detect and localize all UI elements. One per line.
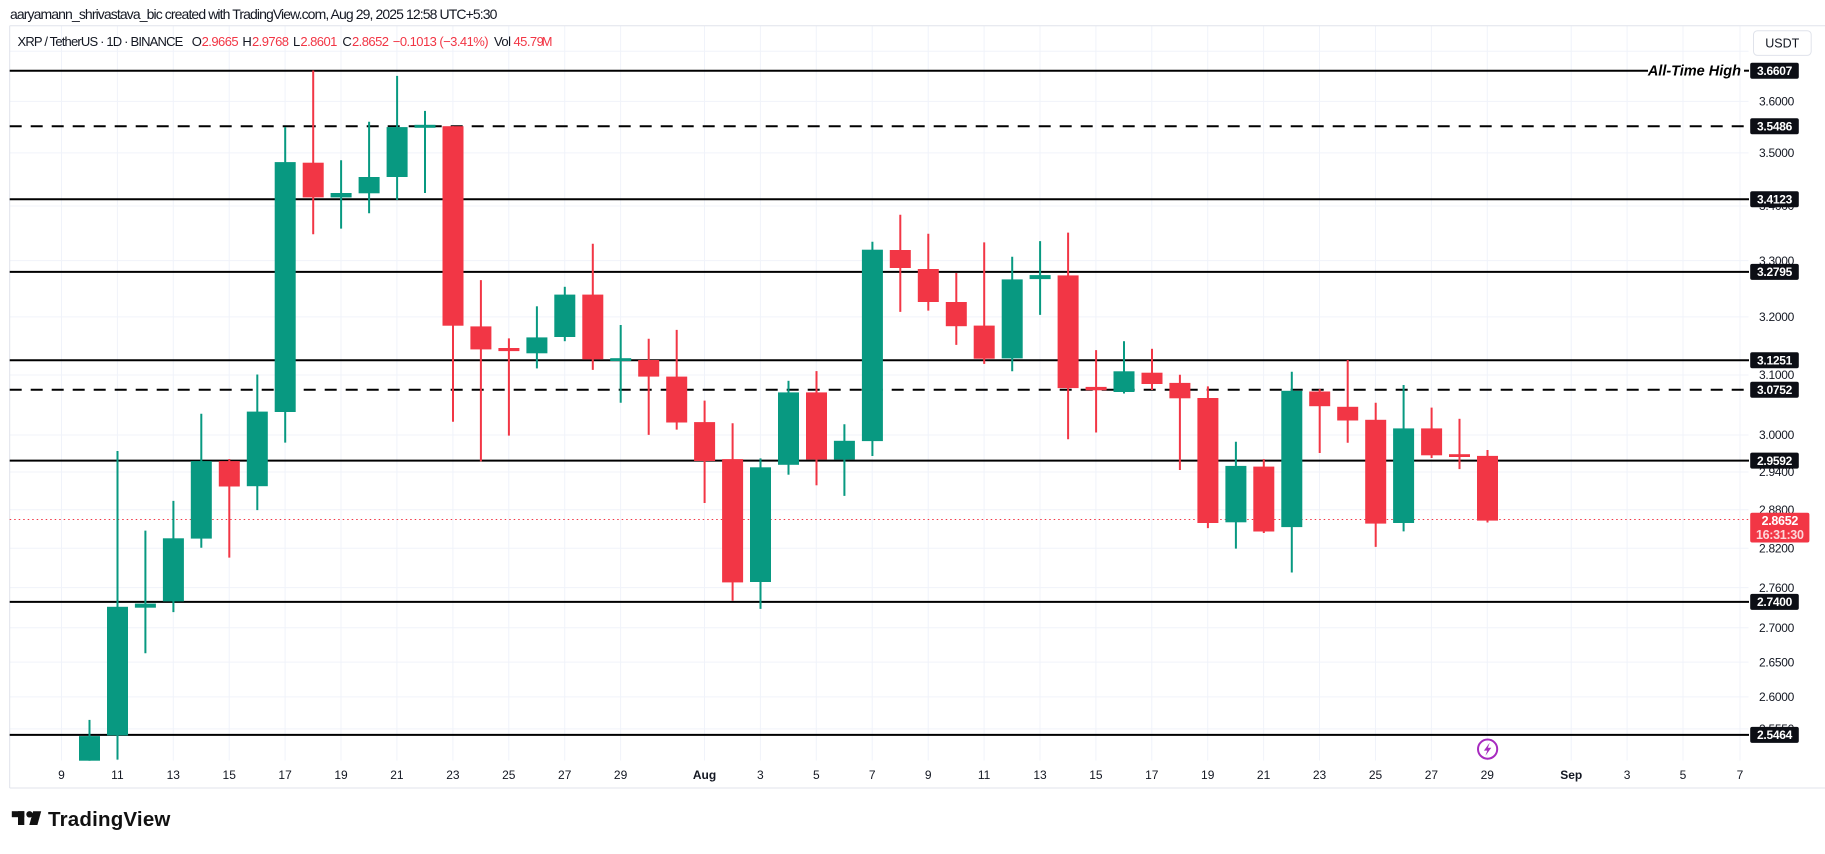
svg-text:aaryamann_shrivastava_bic crea: aaryamann_shrivastava_bic created with T… (10, 6, 498, 22)
svg-text:29: 29 (614, 768, 628, 782)
svg-text:21: 21 (390, 768, 404, 782)
svg-text:17: 17 (1145, 768, 1159, 782)
svg-text:3.5486: 3.5486 (1757, 120, 1793, 134)
svg-text:17: 17 (278, 768, 292, 782)
svg-text:USDT: USDT (1765, 36, 1799, 50)
svg-text:2.9768: 2.9768 (252, 34, 289, 49)
svg-text:7: 7 (1737, 768, 1744, 782)
svg-text:3.4123: 3.4123 (1757, 193, 1793, 207)
svg-text:13: 13 (1033, 768, 1047, 782)
svg-text:9: 9 (58, 768, 65, 782)
svg-text:11: 11 (111, 768, 124, 782)
svg-text:3.1251: 3.1251 (1757, 354, 1793, 368)
svg-text:19: 19 (334, 768, 348, 782)
svg-text:Aug: Aug (693, 768, 716, 782)
svg-text:All-Time High: All-Time High (1647, 64, 1741, 80)
svg-text:XRP / TetherUS · 1D · BINANCE: XRP / TetherUS · 1D · BINANCE (18, 34, 184, 49)
svg-text:13: 13 (167, 768, 181, 782)
svg-text:2.7000: 2.7000 (1759, 621, 1795, 635)
svg-text:5: 5 (1680, 768, 1687, 782)
svg-text:3: 3 (757, 768, 764, 782)
svg-text:TradingView: TradingView (48, 808, 171, 831)
svg-text:7: 7 (869, 768, 876, 782)
svg-text:16:31:30: 16:31:30 (1756, 528, 1804, 542)
svg-text:Vol: Vol (494, 34, 511, 49)
svg-text:2.7600: 2.7600 (1759, 581, 1795, 595)
svg-text:H: H (242, 34, 251, 49)
svg-text:2.8652: 2.8652 (1762, 514, 1799, 528)
svg-text:5: 5 (813, 768, 820, 782)
svg-text:2.6000: 2.6000 (1759, 690, 1795, 704)
svg-text:2.9665: 2.9665 (202, 34, 239, 49)
svg-text:−0.1013 (−3.41%): −0.1013 (−3.41%) (393, 34, 488, 49)
svg-text:C: C (342, 34, 351, 49)
svg-text:23: 23 (446, 768, 460, 782)
svg-text:2.8200: 2.8200 (1759, 542, 1795, 556)
svg-text:3: 3 (1624, 768, 1631, 782)
svg-text:2.8652: 2.8652 (352, 34, 389, 49)
svg-text:15: 15 (1089, 768, 1103, 782)
svg-text:3.6000: 3.6000 (1759, 95, 1795, 109)
svg-text:2.9400: 2.9400 (1759, 465, 1795, 479)
svg-text:O: O (192, 34, 202, 49)
svg-text:19: 19 (1201, 768, 1215, 782)
svg-text:3.2000: 3.2000 (1759, 310, 1795, 324)
svg-text:3.2795: 3.2795 (1757, 265, 1793, 279)
svg-text:2.7400: 2.7400 (1757, 595, 1793, 609)
svg-text:25: 25 (1369, 768, 1383, 782)
svg-text:2.8601: 2.8601 (300, 34, 337, 49)
svg-text:11: 11 (978, 768, 991, 782)
svg-text:M: M (542, 34, 552, 49)
svg-text:45.79: 45.79 (514, 34, 544, 49)
svg-text:3.0752: 3.0752 (1757, 383, 1793, 397)
svg-text:3.5000: 3.5000 (1759, 146, 1795, 160)
svg-text:25: 25 (502, 768, 516, 782)
svg-text:L: L (293, 34, 300, 49)
svg-text:2.5464: 2.5464 (1757, 728, 1793, 742)
svg-text:15: 15 (223, 768, 237, 782)
svg-text:29: 29 (1481, 768, 1495, 782)
svg-text:2.9592: 2.9592 (1757, 454, 1793, 468)
svg-text:Sep: Sep (1560, 768, 1582, 782)
svg-text:3.1000: 3.1000 (1759, 368, 1795, 382)
svg-text:27: 27 (558, 768, 572, 782)
svg-text:9: 9 (925, 768, 932, 782)
svg-text:21: 21 (1257, 768, 1271, 782)
svg-text:27: 27 (1425, 768, 1439, 782)
svg-text:2.6500: 2.6500 (1759, 655, 1795, 669)
svg-text:3.6607: 3.6607 (1757, 64, 1793, 78)
svg-text:3.0000: 3.0000 (1759, 428, 1795, 442)
svg-text:23: 23 (1313, 768, 1327, 782)
